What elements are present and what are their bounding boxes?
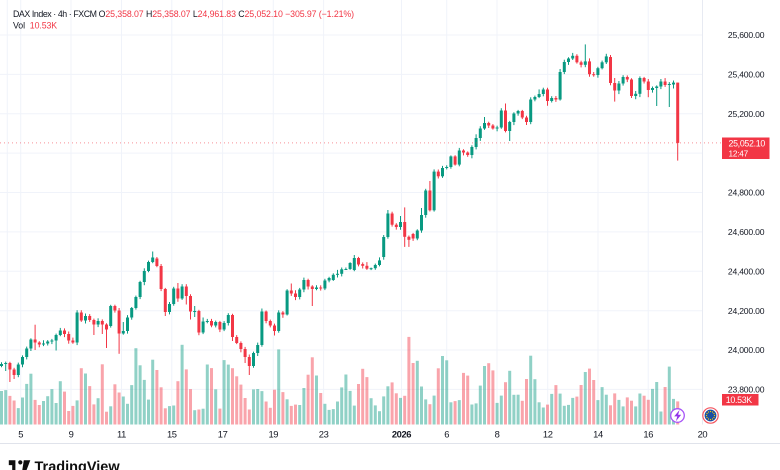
svg-text:17: 17 xyxy=(218,428,228,439)
svg-text:25,600.00: 25,600.00 xyxy=(728,30,765,40)
svg-text:23,800.00: 23,800.00 xyxy=(728,385,765,395)
svg-text:8: 8 xyxy=(495,428,500,439)
svg-text:9: 9 xyxy=(69,428,74,439)
svg-text:2026: 2026 xyxy=(392,428,411,439)
svg-text:24,600.00: 24,600.00 xyxy=(728,227,765,237)
svg-text:25,200.00: 25,200.00 xyxy=(728,109,765,119)
svg-text:16: 16 xyxy=(643,428,653,439)
svg-text:19: 19 xyxy=(268,428,278,439)
svg-text:11: 11 xyxy=(117,428,126,439)
svg-text:24,000.00: 24,000.00 xyxy=(728,345,765,355)
svg-text:25,052.10: 25,052.10 xyxy=(729,138,766,148)
svg-text:24,200.00: 24,200.00 xyxy=(728,306,765,316)
svg-text:14: 14 xyxy=(593,428,603,439)
svg-text:DAX Index · 4h · FXCM O25,358.: DAX Index · 4h · FXCM O25,358.07 H25,358… xyxy=(13,9,354,19)
svg-text:23: 23 xyxy=(319,428,329,439)
svg-text:TradingView: TradingView xyxy=(35,460,121,470)
svg-text:5: 5 xyxy=(18,428,23,439)
svg-text:6: 6 xyxy=(444,428,449,439)
svg-text:15: 15 xyxy=(167,428,177,439)
svg-text:25,400.00: 25,400.00 xyxy=(728,70,765,80)
svg-text:24,800.00: 24,800.00 xyxy=(728,188,765,198)
svg-text:12:47: 12:47 xyxy=(729,149,749,158)
svg-text:24,400.00: 24,400.00 xyxy=(728,267,765,277)
svg-text:12: 12 xyxy=(543,428,553,439)
svg-text:10.53K: 10.53K xyxy=(726,395,753,405)
svg-text:Vol 10.53K: Vol 10.53K xyxy=(13,21,57,31)
svg-text:20: 20 xyxy=(698,428,708,439)
